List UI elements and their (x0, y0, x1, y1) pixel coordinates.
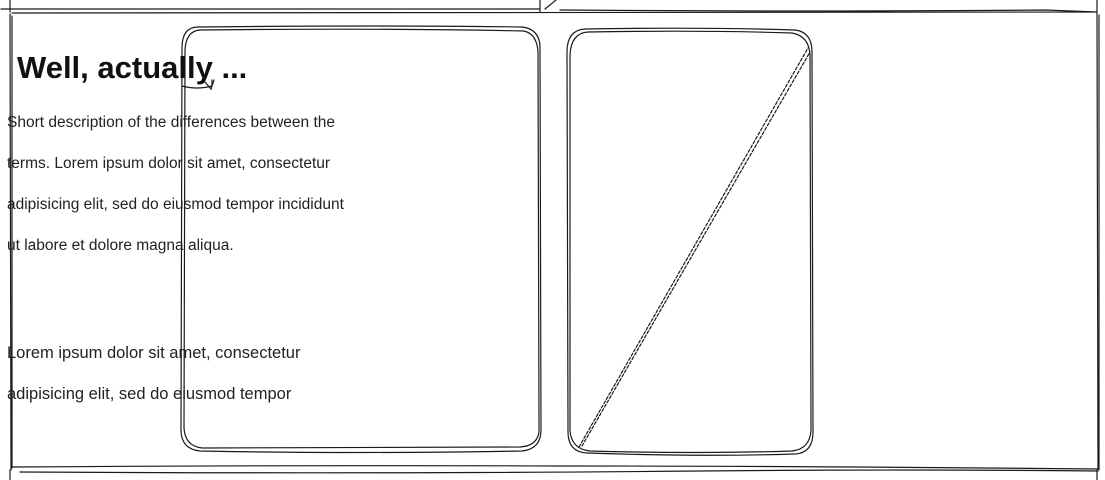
card-description: Short description of the differences bet… (7, 114, 344, 254)
top-bar-outline (0, 0, 1098, 14)
card-body-text: Lorem ipsum dolor sit amet, consectetur … (7, 344, 301, 403)
bottom-bar-outline (9, 465, 1099, 480)
card-title: Well, actually ... (17, 50, 248, 85)
image-placeholder (565, 28, 813, 454)
